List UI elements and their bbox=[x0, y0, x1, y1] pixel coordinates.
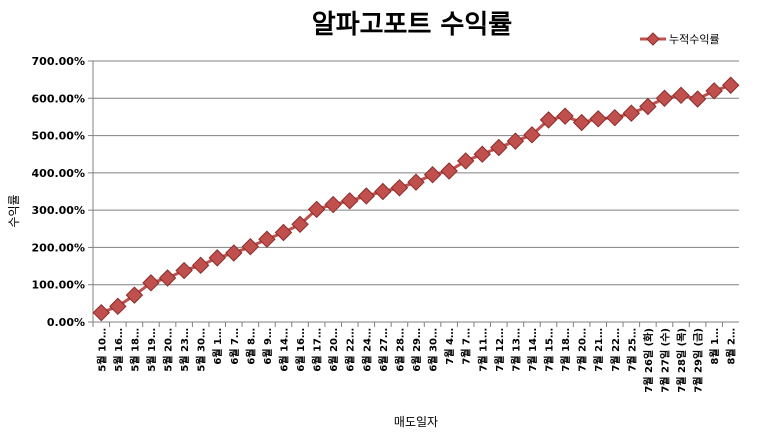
x-tick-label: 7월 7… bbox=[461, 328, 473, 365]
x-tick-label: 7월 27일 (수) bbox=[658, 328, 671, 393]
data-point bbox=[225, 244, 243, 262]
data-point bbox=[109, 297, 127, 316]
x-tick-label: 7월 18… bbox=[560, 328, 572, 372]
x-tick-label: 6월 1… bbox=[212, 328, 224, 365]
data-point bbox=[341, 192, 359, 210]
y-tick-label: 0.00% bbox=[47, 316, 85, 329]
data-point bbox=[440, 162, 458, 180]
y-tick-label: 600.00% bbox=[32, 92, 85, 105]
series-group bbox=[92, 76, 740, 322]
y-tick-label: 700.00% bbox=[32, 55, 85, 68]
x-tick-label: 6월 9… bbox=[262, 328, 274, 365]
x-tick-label: 7월 25… bbox=[626, 328, 638, 372]
x-tick-label: 5월 10… bbox=[96, 328, 108, 372]
y-tick-labels: 0.00% 100.00% 200.00% 300.00% 400.00% 500.00%… bbox=[32, 55, 85, 329]
x-tick-label: 7월 29일 (금) bbox=[692, 328, 705, 393]
x-tick-label: 6월 17… bbox=[312, 328, 324, 372]
x-tick-label: 6월 29… bbox=[411, 328, 423, 372]
legend: 누적수익률 bbox=[640, 32, 720, 46]
data-point bbox=[506, 132, 525, 150]
x-tick-label: 6월 22… bbox=[345, 328, 357, 372]
data-point bbox=[456, 152, 475, 170]
data-point bbox=[258, 230, 276, 248]
data-point bbox=[423, 166, 442, 184]
x-tick-label: 7월 14… bbox=[527, 328, 539, 372]
data-point bbox=[142, 274, 160, 292]
x-tick-label: 7월 4… bbox=[444, 328, 456, 365]
y-tick-label: 100.00% bbox=[32, 279, 85, 292]
data-point bbox=[324, 195, 342, 214]
data-point bbox=[539, 111, 558, 129]
x-axis-title: 매도일자 bbox=[394, 415, 438, 429]
data-point bbox=[705, 82, 723, 100]
gridlines bbox=[88, 60, 739, 323]
x-tick-label: 8월 1… bbox=[709, 328, 721, 365]
x-tick-label: 7월 12… bbox=[494, 328, 506, 372]
data-point bbox=[606, 108, 624, 127]
y-tick-label: 400.00% bbox=[32, 167, 85, 180]
x-tick-label: 6월 27… bbox=[378, 328, 390, 372]
x-tick-label: 7월 20… bbox=[577, 328, 589, 372]
x-tick-label: 6월 8… bbox=[245, 328, 257, 365]
x-tick-label: 5월 16… bbox=[113, 328, 125, 372]
data-point bbox=[191, 256, 210, 275]
data-point bbox=[639, 97, 657, 116]
x-tick-label: 6월 30… bbox=[428, 328, 440, 372]
x-tick-label: 6월 16… bbox=[295, 328, 307, 372]
data-point bbox=[407, 173, 425, 191]
data-point bbox=[92, 303, 110, 322]
data-point bbox=[158, 269, 177, 287]
data-point bbox=[374, 182, 392, 201]
x-tick-label: 6월 14… bbox=[278, 328, 290, 372]
x-tick-label: 7월 21… bbox=[593, 328, 605, 372]
data-point bbox=[655, 89, 674, 107]
x-tick-label: 6월 7… bbox=[229, 328, 241, 365]
x-tick-label: 7월 28일 (목) bbox=[675, 328, 688, 393]
y-axis-title: 수익률 bbox=[7, 194, 21, 227]
x-tick-label: 5월 18… bbox=[129, 328, 141, 372]
chart-title: 알파고포트 수익률 bbox=[312, 10, 512, 40]
data-point bbox=[589, 110, 607, 128]
x-tick-label: 7월 22… bbox=[610, 328, 622, 372]
data-point bbox=[622, 104, 641, 122]
legend-marker bbox=[646, 32, 660, 46]
data-point bbox=[556, 107, 574, 125]
x-tick-label: 7월 15… bbox=[544, 328, 556, 372]
legend-label: 누적수익률 bbox=[669, 33, 720, 46]
data-point bbox=[125, 286, 144, 304]
x-tick-label: 7월 11… bbox=[477, 328, 489, 372]
x-tick-label: 5월 23… bbox=[179, 328, 191, 372]
data-point bbox=[291, 215, 309, 234]
data-point bbox=[523, 126, 541, 144]
x-tick-label: 6월 24… bbox=[361, 328, 373, 372]
data-point bbox=[672, 86, 690, 105]
data-point bbox=[572, 113, 591, 132]
series-line bbox=[100, 83, 732, 315]
x-tick-label: 6월 20… bbox=[328, 328, 340, 372]
data-point bbox=[241, 237, 260, 256]
data-point bbox=[307, 200, 326, 219]
data-point bbox=[208, 249, 226, 267]
data-point bbox=[175, 261, 193, 280]
y-tick-label: 300.00% bbox=[32, 204, 85, 217]
x-tick-label: 6월 28… bbox=[394, 328, 406, 372]
data-point bbox=[274, 223, 293, 242]
x-tick-labels: 5월 10… 5월 16… 5월 18… 5월 19… 5월 20… 5월 23… 5월 3… bbox=[92, 322, 738, 393]
data-point bbox=[473, 145, 491, 163]
x-tick-label: 5월 20… bbox=[163, 328, 175, 372]
x-tick-label: 7월 26일 (화) bbox=[642, 328, 655, 393]
data-point bbox=[357, 187, 376, 205]
data-point bbox=[688, 90, 707, 108]
y-tick-label: 200.00% bbox=[32, 241, 85, 254]
x-tick-label: 7월 13… bbox=[510, 328, 522, 372]
x-tick-label: 5월 19… bbox=[146, 328, 158, 372]
x-tick-label: 5월 30… bbox=[196, 328, 208, 372]
data-point bbox=[490, 138, 508, 157]
data-point bbox=[390, 179, 409, 197]
data-point bbox=[722, 76, 740, 94]
y-tick-label: 500.00% bbox=[32, 130, 85, 143]
x-tick-label: 8월 2… bbox=[726, 328, 738, 365]
